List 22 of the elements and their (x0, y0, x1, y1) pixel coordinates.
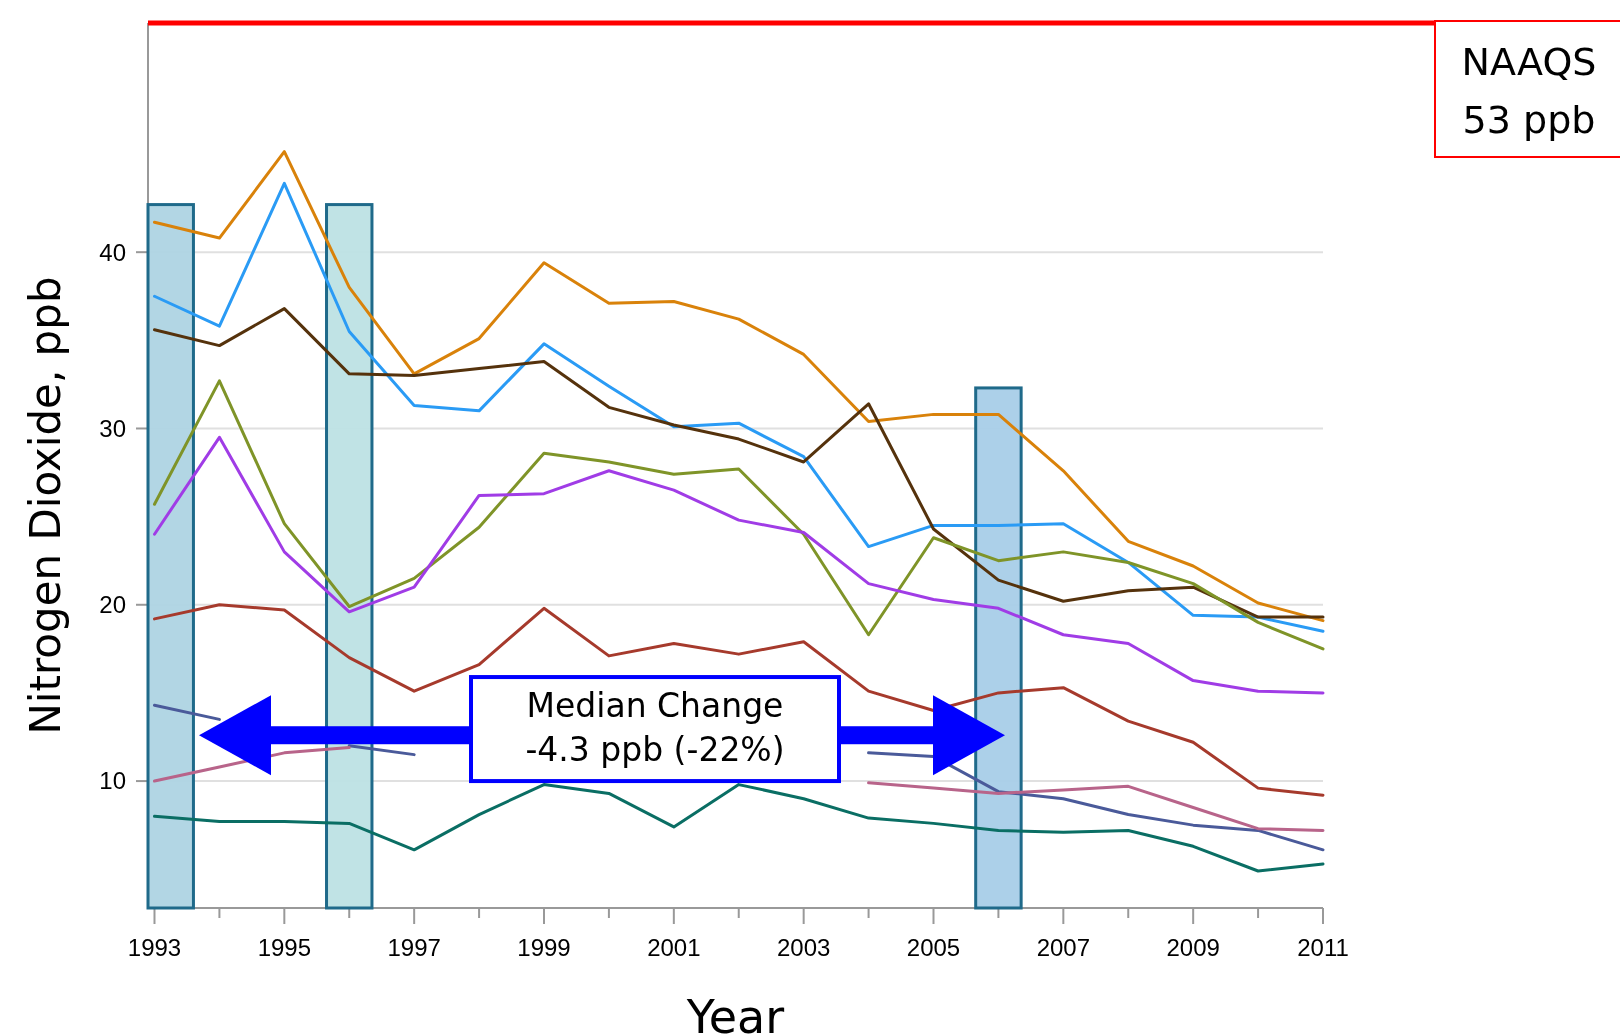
y-axis-title: Nitrogen Dioxide, ppb (21, 276, 70, 735)
y-tick-label: 40 (99, 238, 126, 266)
x-tick-label: 2005 (906, 934, 961, 961)
y-tick-label: 30 (99, 414, 126, 442)
x-tick-label: 2003 (776, 934, 831, 961)
x-tick-label: 2011 (1297, 934, 1349, 961)
x-tick-label: 2009 (1166, 934, 1220, 961)
line-series (152, 603, 1325, 797)
x-tick-label: 1997 (387, 934, 441, 961)
y-tick-label: 20 (99, 591, 126, 619)
x-axis-title: Year (685, 990, 785, 1035)
ref-line-label: NAAQS 53 ppb (1461, 40, 1597, 142)
x-tick-label: 2001 (647, 934, 701, 961)
x-tick-label: 1995 (257, 934, 312, 961)
line-series (152, 783, 1325, 873)
x-tick-label: 1999 (517, 934, 571, 961)
annotation: Median Change -4.3 ppb (-22%) (525, 686, 785, 770)
x-tick-label: 1993 (127, 934, 182, 961)
x-tick-label: 2007 (1036, 934, 1091, 961)
y-tick-label: 10 (99, 767, 126, 795)
line-series (152, 379, 1325, 651)
line-series (152, 307, 1325, 619)
